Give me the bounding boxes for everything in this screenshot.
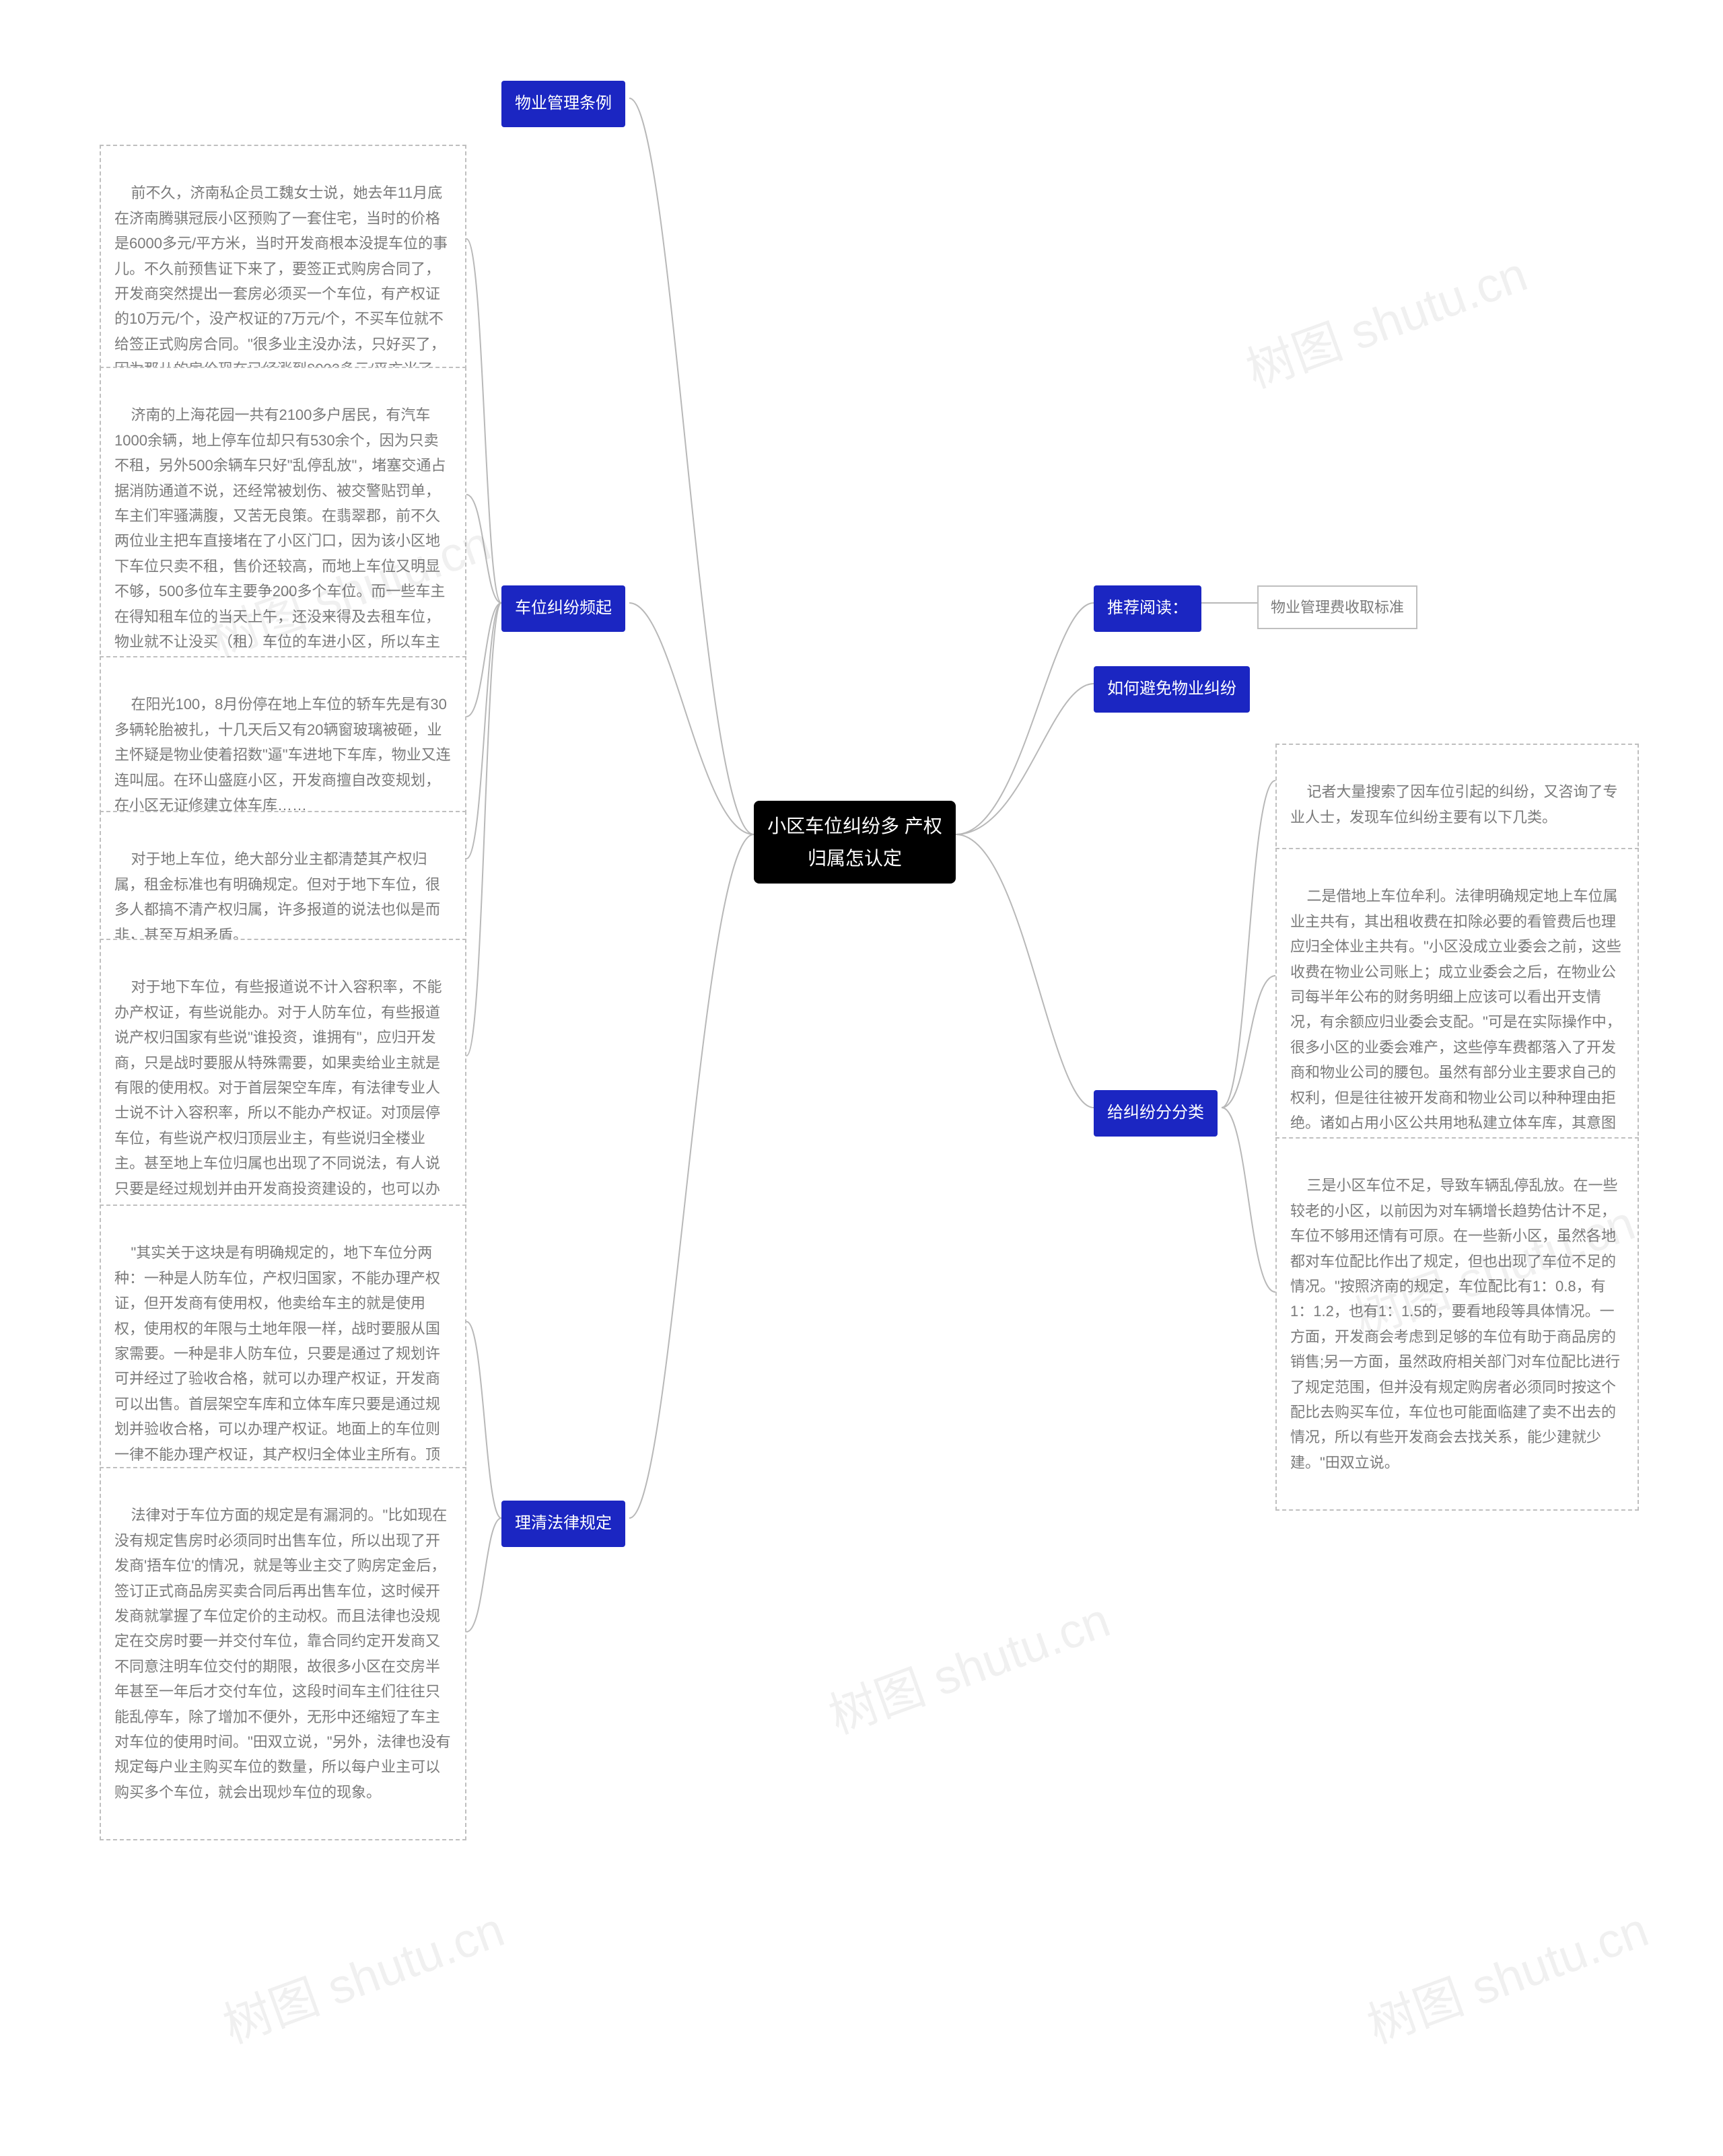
branch-tjyd[interactable]: 推荐阅读：: [1094, 585, 1201, 632]
watermark: 树图 shutu.cn: [1235, 235, 1535, 402]
leaf-node[interactable]: 三是小区车位不足，导致车辆乱停乱放。在一些较老的小区，以前因为对车辆增长趋势估计…: [1275, 1137, 1639, 1511]
branch-label: 车位纠纷频起: [515, 599, 612, 617]
branch-label: 物业管理条例: [515, 94, 612, 112]
leaf-node[interactable]: 法律对于车位方面的规定是有漏洞的。"比如现在没有规定售房时必须同时出售车位，所以…: [100, 1467, 466, 1840]
branch-rhbm[interactable]: 如何避免物业纠纷: [1094, 666, 1250, 713]
leaf-text: 济南的上海花园一共有2100多户居民，有汽车1000余辆，地上停车位却只有530…: [114, 406, 446, 675]
leaf-text: 物业管理费收取标准: [1271, 599, 1404, 616]
leaf-text: 记者大量搜索了因车位引起的纠纷，又咨询了专业人士，发现车位纠纷主要有以下几类。: [1290, 783, 1617, 825]
leaf-text: 三是小区车位不足，导致车辆乱停乱放。在一些较老的小区，以前因为对车辆增长趋势估计…: [1290, 1177, 1620, 1470]
branch-label: 给纠纷分分类: [1107, 1104, 1204, 1122]
branch-lqfl[interactable]: 理清法律规定: [501, 1501, 625, 1547]
leaf-text: 对于地下车位，有些报道说不计入容积率，不能办产权证，有些说能办。对于人防车位，有…: [114, 978, 442, 1222]
leaf-text: 二是借地上车位牟利。法律明确规定地上车位属业主共有，其出租收费在扣除必要的看管费…: [1290, 888, 1621, 1156]
leaf-node[interactable]: 物业管理费收取标准: [1257, 585, 1417, 629]
branch-label: 理清法律规定: [515, 1514, 612, 1532]
branch-gjffl[interactable]: 给纠纷分分类: [1094, 1090, 1218, 1137]
branch-cwpq[interactable]: 车位纠纷频起: [501, 585, 625, 632]
leaf-text: 对于地上车位，绝大部分业主都清楚其产权归属，租金标准也有明确规定。但对于地下车位…: [114, 851, 440, 943]
branch-wygl[interactable]: 物业管理条例: [501, 81, 625, 127]
watermark: 树图 shutu.cn: [818, 1581, 1118, 1748]
leaf-text: 在阳光100，8月份停在地上车位的轿车先是有30多辆轮胎被扎，十几天后又有20辆…: [114, 696, 451, 814]
watermark: 树图 shutu.cn: [212, 1890, 512, 2057]
watermark: 树图 shutu.cn: [1356, 1890, 1656, 2057]
branch-label: 推荐阅读：: [1107, 599, 1188, 617]
branch-label: 如何避免物业纠纷: [1107, 680, 1236, 698]
mindmap-canvas: 小区车位纠纷多 产权归属怎认定 物业管理条例 车位纠纷频起 前不久，济南私企员工…: [0, 0, 1723, 2156]
root-label: 小区车位纠纷多 产权归属怎认定: [767, 816, 942, 869]
root-node[interactable]: 小区车位纠纷多 产权归属怎认定: [754, 801, 956, 884]
leaf-text: 法律对于车位方面的规定是有漏洞的。"比如现在没有规定售房时必须同时出售车位，所以…: [114, 1507, 451, 1800]
